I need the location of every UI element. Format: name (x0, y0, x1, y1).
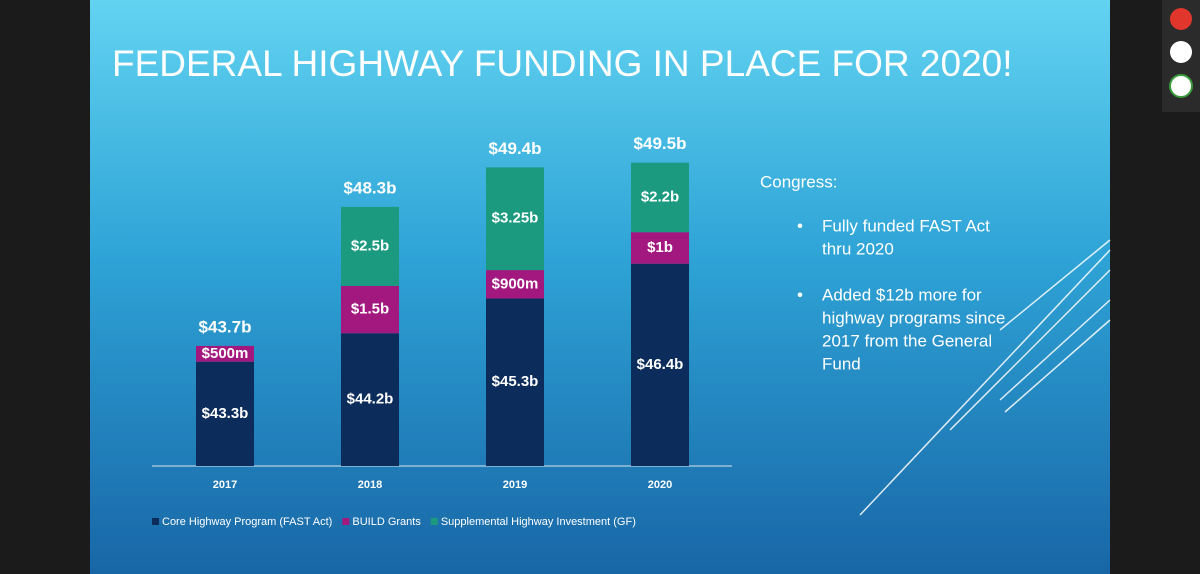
bullet-dot: • (797, 285, 803, 304)
value-label: $2.2b (641, 188, 679, 205)
total-label: $48.3b (344, 178, 397, 197)
bar-segment (486, 298, 544, 466)
value-label: $3.25b (492, 210, 539, 227)
bar-segment (631, 232, 689, 264)
value-label: $43.3b (202, 405, 249, 422)
value-label: $1.5b (351, 301, 389, 318)
bar-segment (196, 345, 254, 362)
total-label: $49.4b (489, 139, 542, 158)
value-label: $900m (492, 275, 539, 292)
decoration (859, 239, 1111, 516)
icon-button[interactable] (1169, 74, 1193, 98)
bullet-text: thru 2020 (822, 239, 894, 258)
total-label: $49.5b (634, 134, 687, 153)
x-tick-label: 2018 (358, 479, 382, 491)
icon-button[interactable] (1170, 41, 1192, 63)
bar-segment (341, 206, 399, 286)
x-tick-label: 2017 (213, 479, 237, 491)
bar-segment (631, 263, 689, 466)
bullet-text: 2017 from the General (822, 331, 992, 350)
legend-label: Core Highway Program (FAST Act) (162, 516, 332, 528)
x-tick-label: 2020 (648, 479, 672, 491)
value-label: $46.4b (637, 356, 684, 373)
legend-swatch (152, 518, 159, 525)
value-label: $44.2b (347, 391, 394, 408)
bullet-text: Fund (822, 354, 861, 373)
bar-segment (631, 162, 689, 233)
bullet-text: Fully funded FAST Act (822, 216, 990, 235)
bar-segment (486, 270, 544, 299)
bullet-dot: • (797, 216, 803, 235)
icon-button[interactable] (1170, 8, 1192, 30)
value-label: $1b (647, 239, 673, 256)
bullet-text: Added $12b more for (822, 285, 982, 304)
bullet-text: highway programs since (822, 308, 1005, 327)
legend-label: BUILD Grants (352, 516, 421, 528)
bar-segment (341, 333, 399, 466)
legend-swatch (342, 518, 350, 525)
value-label: $45.3b (492, 373, 539, 390)
bar-segment (341, 285, 399, 334)
bar-segment (486, 167, 544, 271)
slide-title: FEDERAL HIGHWAY FUNDING IN PLACE FOR 202… (112, 43, 1013, 84)
total-label: $43.7b (199, 317, 252, 336)
value-label: $2.5b (351, 237, 389, 254)
bar-segment (196, 361, 254, 466)
legend-label: Supplemental Highway Investment (GF) (441, 516, 636, 528)
x-tick-label: 2019 (503, 479, 527, 491)
slide (90, 0, 1110, 574)
notes-heading: Congress: (760, 172, 837, 191)
legend-swatch (430, 518, 438, 525)
value-label: $500m (202, 345, 249, 362)
